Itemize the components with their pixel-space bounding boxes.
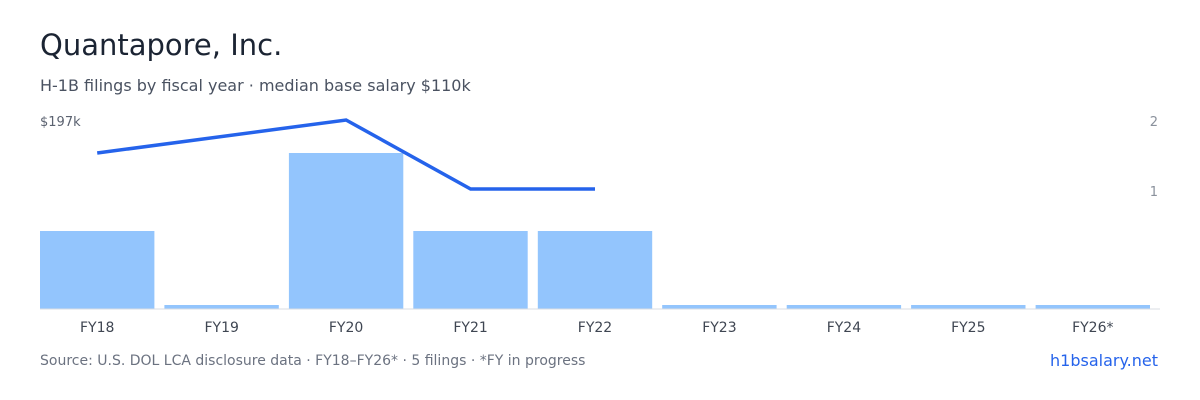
page-subtitle: H-1B filings by fiscal year · median bas… [40, 76, 471, 95]
x-tick-label: FY25 [951, 320, 985, 336]
page-title: Quantapore, Inc. [40, 28, 283, 62]
median-salary-line [96, 118, 595, 191]
x-tick-label: FY22 [578, 320, 612, 336]
bar-fy24 [786, 305, 902, 309]
x-tick-label: FY18 [80, 320, 114, 336]
bar-fy23 [662, 305, 777, 309]
bar-fy21 [413, 231, 528, 309]
right-axis-tick-label: 2 [1150, 115, 1158, 130]
x-tick-label: FY20 [329, 320, 363, 336]
bar-fy18 [40, 231, 155, 309]
x-tick-label: FY19 [204, 320, 238, 336]
x-tick-label: FY23 [702, 320, 736, 336]
right-axis-tick-label: 1 [1150, 185, 1158, 200]
footer-source: Source: U.S. DOL LCA disclosure data · F… [40, 353, 586, 369]
bar-fy22 [537, 231, 653, 309]
x-tick-label: FY26* [1072, 320, 1113, 336]
bar-fy20 [288, 153, 404, 309]
footer-brand-link[interactable]: h1bsalary.net [1050, 351, 1158, 370]
bar-fy25 [911, 305, 1026, 309]
bar-fy26-star [1035, 305, 1150, 309]
bar-fy19 [164, 305, 279, 309]
x-tick-label: FY24 [827, 320, 862, 336]
x-tick-label: FY21 [453, 320, 487, 336]
left-axis-top-label: $197k [40, 115, 81, 130]
